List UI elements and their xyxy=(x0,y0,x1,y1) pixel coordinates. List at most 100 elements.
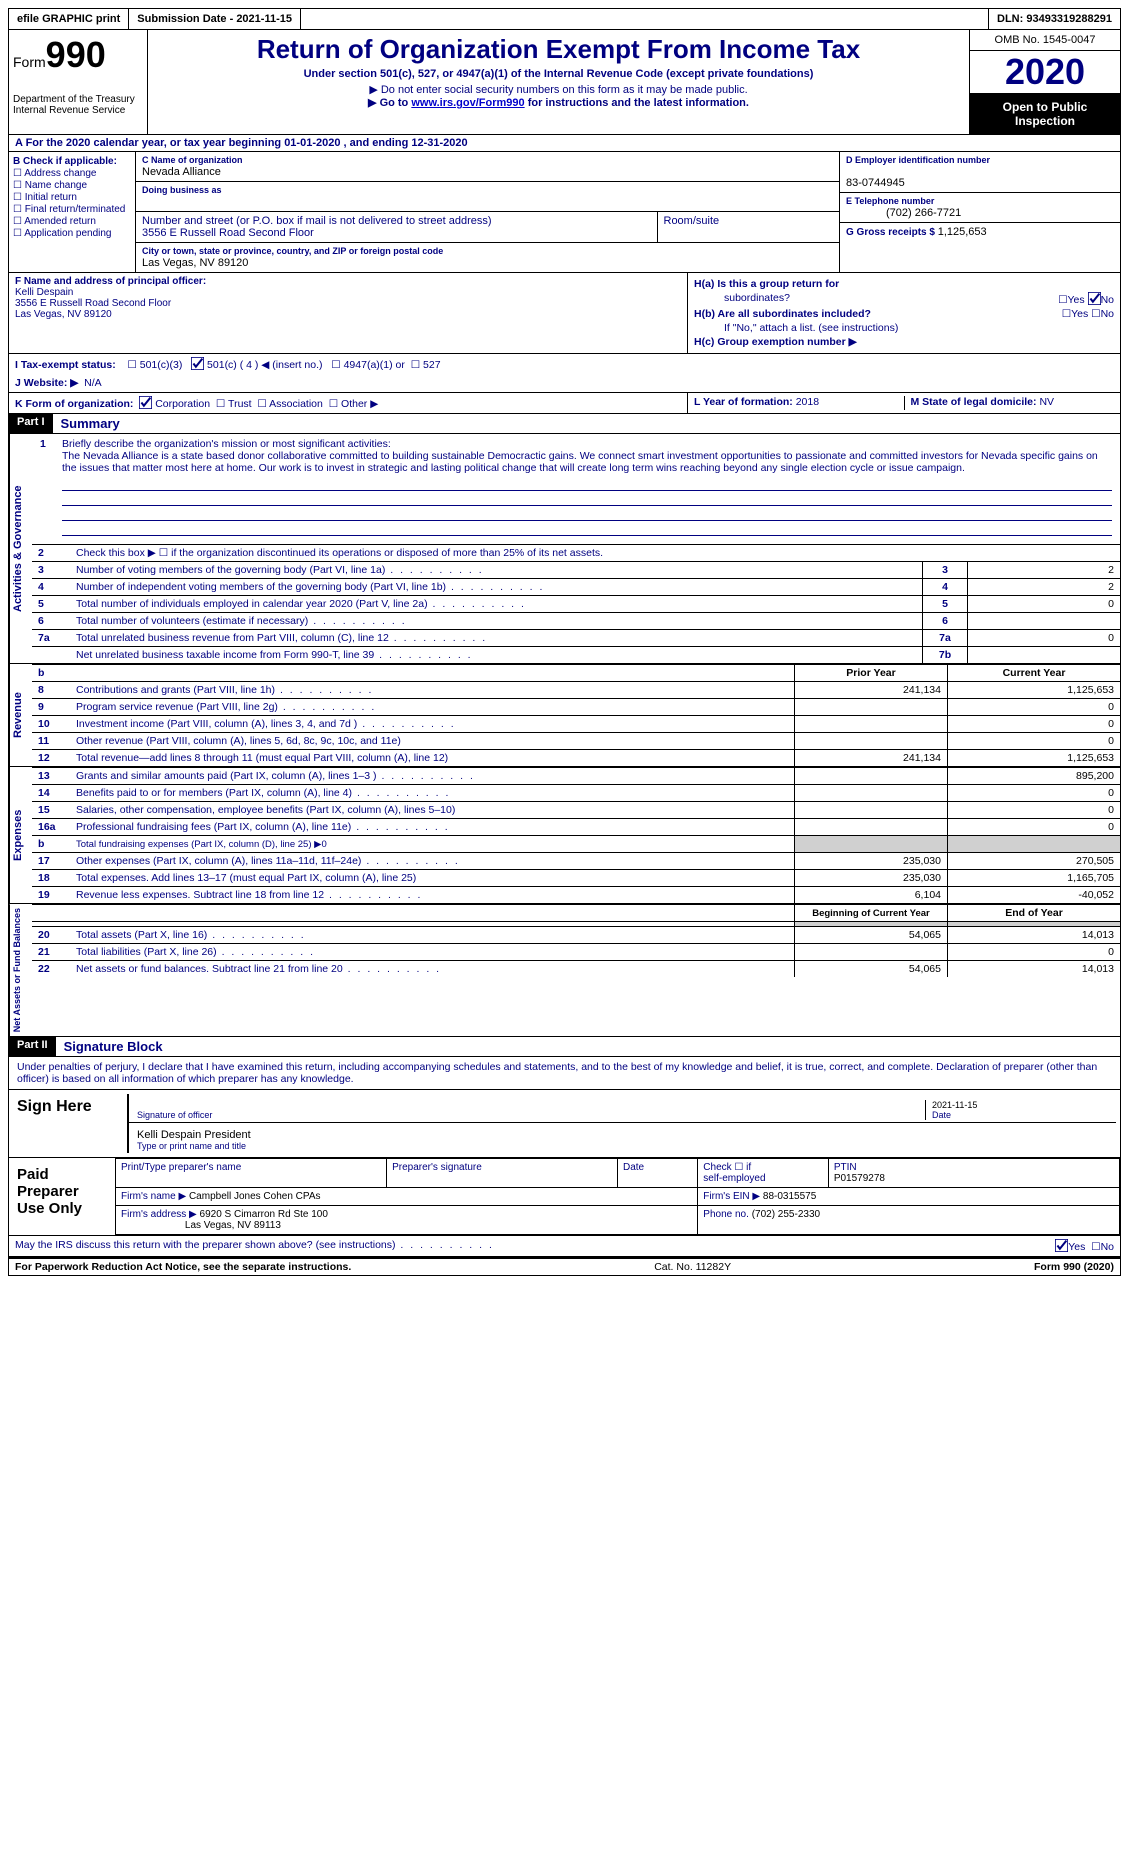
table-row: 14Benefits paid to or for members (Part … xyxy=(32,785,1120,802)
dln: DLN: 93493319288291 xyxy=(988,9,1120,29)
k-corp[interactable]: Corporation xyxy=(155,398,210,410)
checked-icon xyxy=(139,396,152,409)
table-row: 11Other revenue (Part VIII, column (A), … xyxy=(32,733,1120,750)
form-note1: ▶ Do not enter social security numbers o… xyxy=(156,83,961,96)
paid-prep-label: Paid Preparer Use Only xyxy=(9,1158,115,1235)
form-title: Return of Organization Exempt From Incom… xyxy=(156,34,961,65)
officer-addr2: Las Vegas, NV 89120 xyxy=(15,309,112,320)
table-row: 22Net assets or fund balances. Subtract … xyxy=(32,961,1120,978)
row-klm: K Form of organization: Corporation ☐ Tr… xyxy=(8,393,1121,414)
gross-receipts: 1,125,653 xyxy=(938,226,987,238)
form-note2: ▶ Go to www.irs.gov/Form990 for instruct… xyxy=(156,96,961,109)
page-footer: For Paperwork Reduction Act Notice, see … xyxy=(8,1257,1121,1276)
exp-section: Expenses 13Grants and similar amounts pa… xyxy=(8,767,1121,904)
table-row: 13Grants and similar amounts paid (Part … xyxy=(32,768,1120,785)
table-row: 5Total number of individuals employed in… xyxy=(32,596,1120,613)
h-c-label: H(c) Group exemption number ▶ xyxy=(694,336,857,348)
submission-date: Submission Date - 2021-11-15 xyxy=(129,9,301,29)
i-opt-501c3[interactable]: 501(c)(3) xyxy=(140,359,183,371)
table-row: 3Number of voting members of the governi… xyxy=(32,562,1120,579)
sig-officer-label: Signature of officer xyxy=(137,1100,925,1120)
i-opt-501c[interactable]: 501(c) ( 4 ) ◀ (insert no.) xyxy=(207,359,322,371)
dept-label: Department of the Treasury Internal Reve… xyxy=(13,94,143,116)
discuss-yes-no[interactable]: Yes ☐No xyxy=(1055,1239,1114,1253)
table-row: 17Other expenses (Part IX, column (A), l… xyxy=(32,853,1120,870)
table-row: 4Number of independent voting members of… xyxy=(32,579,1120,596)
chk-name-change[interactable]: ☐ Name change xyxy=(13,180,131,191)
officer-addr1: 3556 E Russell Road Second Floor xyxy=(15,298,171,309)
row-a-tax-year: A For the 2020 calendar year, or tax yea… xyxy=(8,135,1121,152)
checked-icon xyxy=(1055,1239,1068,1252)
prep-self-emp[interactable]: Check ☐ ifself-employed xyxy=(698,1159,829,1188)
city-label: City or town, state or province, country… xyxy=(142,246,443,256)
k-assoc[interactable]: Association xyxy=(269,398,323,410)
blank-line xyxy=(62,523,1112,536)
dba-label: Doing business as xyxy=(142,185,222,195)
j-label: J Website: ▶ xyxy=(15,377,78,389)
irs-link[interactable]: www.irs.gov/Form990 xyxy=(411,97,524,109)
col-b-checkboxes: B Check if applicable: ☐ Address change … xyxy=(9,152,136,272)
f-h-row: F Name and address of principal officer:… xyxy=(8,273,1121,354)
table-row: bTotal fundraising expenses (Part IX, co… xyxy=(32,836,1120,853)
year-formation: 2018 xyxy=(796,396,819,408)
chk-application-pending[interactable]: ☐ Application pending xyxy=(13,228,131,239)
gov-table: 2Check this box ▶ ☐ if the organization … xyxy=(32,544,1120,663)
checked-icon xyxy=(1088,292,1101,305)
mission-block: 1 Briefly describe the organization's mi… xyxy=(32,434,1120,478)
gov-section: Activities & Governance 1 Briefly descri… xyxy=(8,434,1121,664)
chk-initial-return[interactable]: ☐ Initial return xyxy=(13,192,131,203)
top-bar: efile GRAPHIC print Submission Date - 20… xyxy=(8,8,1121,30)
side-gov: Activities & Governance xyxy=(9,434,32,663)
table-row: 2Check this box ▶ ☐ if the organization … xyxy=(32,545,1120,562)
k-trust[interactable]: Trust xyxy=(228,398,252,410)
side-net: Net Assets or Fund Balances xyxy=(9,904,32,1036)
h-group: H(a) Is this a group return for subordin… xyxy=(688,273,1120,353)
firm-name: Firm's name ▶ Campbell Jones Cohen CPAs xyxy=(116,1188,698,1206)
part2-tag: Part II xyxy=(9,1037,56,1056)
table-row: 12Total revenue—add lines 8 through 11 (… xyxy=(32,750,1120,767)
form-subtitle: Under section 501(c), 527, or 4947(a)(1)… xyxy=(156,68,961,80)
org-addr: 3556 E Russell Road Second Floor xyxy=(142,227,314,239)
table-row: 6Total number of volunteers (estimate if… xyxy=(32,613,1120,630)
table-row: 8Contributions and grants (Part VIII, li… xyxy=(32,682,1120,699)
e-label: E Telephone number xyxy=(846,196,934,206)
firm-phone: Phone no. (702) 255-2330 xyxy=(698,1206,1120,1235)
row-j: J Website: ▶ N/A xyxy=(8,374,1121,393)
i-label: I Tax-exempt status: xyxy=(15,359,116,371)
preparer-table: Print/Type preparer's name Preparer's si… xyxy=(115,1158,1120,1235)
k-label: K Form of organization: xyxy=(15,398,133,410)
mission-num: 1 xyxy=(40,438,46,450)
prep-name-hdr: Print/Type preparer's name xyxy=(116,1159,387,1188)
k-other[interactable]: Other ▶ xyxy=(341,398,378,410)
chk-final-return[interactable]: ☐ Final return/terminated xyxy=(13,204,131,215)
state-domicile: NV xyxy=(1039,396,1054,408)
table-row: Beginning of Current YearEnd of Year xyxy=(32,905,1120,922)
rev-table: bPrior YearCurrent Year 8Contributions a… xyxy=(32,664,1120,766)
sig-intro: Under penalties of perjury, I declare th… xyxy=(9,1057,1120,1089)
l-label: L Year of formation: xyxy=(694,396,793,408)
mission-label: Briefly describe the organization's miss… xyxy=(62,438,391,450)
table-row: Firm's address ▶ 6920 S Cimarron Rd Ste … xyxy=(116,1206,1120,1235)
header-left: Form990 Department of the Treasury Inter… xyxy=(9,30,148,134)
side-exp: Expenses xyxy=(9,767,32,903)
table-row: 18Total expenses. Add lines 13–17 (must … xyxy=(32,870,1120,887)
org-name: Nevada Alliance xyxy=(142,166,221,178)
part2-header: Part II Signature Block xyxy=(8,1037,1121,1057)
i-opt-4947[interactable]: 4947(a)(1) or xyxy=(344,359,405,371)
website: N/A xyxy=(84,377,102,389)
footer-mid: Cat. No. 11282Y xyxy=(654,1261,731,1273)
col-c-org: C Name of organization Nevada Alliance D… xyxy=(136,152,840,272)
chk-amended-return[interactable]: ☐ Amended return xyxy=(13,216,131,227)
table-row: Net unrelated business taxable income fr… xyxy=(32,647,1120,664)
sig-name: Kelli Despain PresidentType or print nam… xyxy=(137,1129,1112,1151)
exp-table: 13Grants and similar amounts paid (Part … xyxy=(32,767,1120,903)
header-center: Return of Organization Exempt From Incom… xyxy=(148,30,970,134)
chk-address-change[interactable]: ☐ Address change xyxy=(13,168,131,179)
i-opt-527[interactable]: 527 xyxy=(423,359,441,371)
discuss-row: May the IRS discuss this return with the… xyxy=(9,1235,1120,1256)
h-b2-label: If "No," attach a list. (see instruction… xyxy=(724,322,1114,334)
form-prefix: Form xyxy=(13,54,46,70)
blank-line xyxy=(62,508,1112,521)
mission-text: The Nevada Alliance is a state based don… xyxy=(62,450,1098,474)
side-rev: Revenue xyxy=(9,664,32,766)
